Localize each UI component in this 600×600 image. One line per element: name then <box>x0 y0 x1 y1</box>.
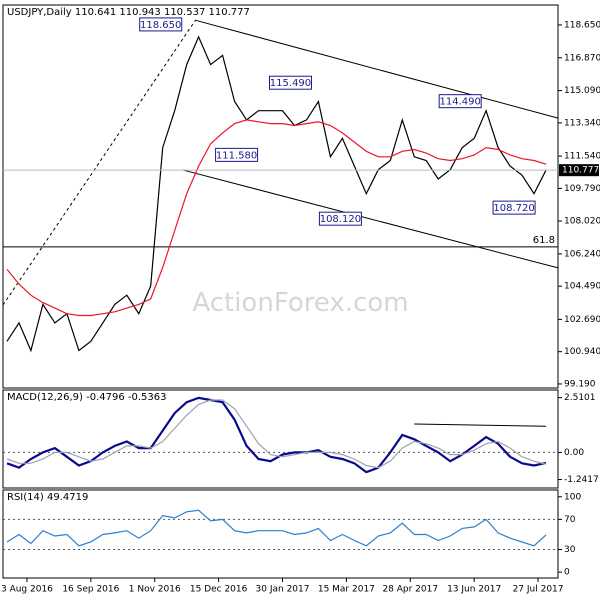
annotation-box <box>492 200 536 215</box>
series-line <box>6 399 547 469</box>
annotation-label: 111.580 <box>216 150 257 161</box>
panel-frame <box>2 389 559 489</box>
panel-title: MACD(12,26,9) -0.4796 -0.5363 <box>7 392 167 403</box>
annotation-box <box>215 147 259 162</box>
last-price-label: 110.777 <box>562 166 599 176</box>
y-tick-label: 106.240 <box>564 249 600 259</box>
x-tick-label: 27 Jul 2017 <box>513 585 564 595</box>
annotation-box <box>139 17 183 32</box>
trend-line <box>182 169 559 269</box>
trend-line <box>2 19 197 306</box>
panel-frame <box>2 489 559 579</box>
annotation-label: 115.490 <box>270 78 311 89</box>
y-tick-label: 108.020 <box>564 217 600 227</box>
annotation-box <box>268 75 312 90</box>
y-tick-label: 2.5101 <box>564 393 596 403</box>
line-label: 61.8 <box>533 235 555 246</box>
series-line <box>6 396 547 474</box>
panel-title: RSI(14) 49.4719 <box>7 492 88 503</box>
y-tick-label: -1.2417 <box>564 475 599 485</box>
panel-frame <box>2 4 559 389</box>
y-tick-label: 100 <box>564 492 581 502</box>
x-tick-label: 30 Jan 2017 <box>256 585 310 595</box>
last-price-box <box>559 164 599 177</box>
x-tick-label: 3 Aug 2016 <box>1 585 53 595</box>
annotation-label: 114.490 <box>439 97 480 108</box>
annotation-box <box>318 211 362 226</box>
y-tick-label: 109.790 <box>564 184 600 194</box>
annotation-label: 108.720 <box>493 203 534 214</box>
y-tick-label: 102.690 <box>564 315 600 325</box>
series-line <box>6 509 547 547</box>
annotation-label: 108.120 <box>320 214 361 225</box>
x-tick-label: 1 Nov 2016 <box>129 585 181 595</box>
y-tick-label: 104.490 <box>564 282 600 292</box>
y-tick-label: 111.540 <box>564 152 600 162</box>
trend-line <box>414 423 547 427</box>
x-tick-label: 16 Sep 2016 <box>62 585 119 595</box>
x-tick-label: 15 Mar 2017 <box>318 585 375 595</box>
panel-title: USDJPY,Daily 110.641 110.943 110.537 110… <box>7 7 250 18</box>
y-tick-label: 30 <box>564 545 576 555</box>
annotation-label: 118.650 <box>140 20 181 31</box>
series-line <box>6 119 547 317</box>
x-tick-label: 28 Apr 2017 <box>382 585 438 595</box>
x-tick-label: 13 Jun 2017 <box>447 585 501 595</box>
y-tick-label: 116.870 <box>564 53 600 63</box>
x-tick-label: 15 Dec 2016 <box>190 585 248 595</box>
y-tick-label: 0.00 <box>564 448 584 458</box>
y-tick-label: 113.340 <box>564 118 600 128</box>
y-tick-label: 115.090 <box>564 86 600 96</box>
y-tick-label: 118.650 <box>564 20 600 30</box>
y-tick-label: 70 <box>564 515 576 525</box>
trend-line <box>195 19 559 119</box>
series-line <box>6 35 547 353</box>
annotation-box <box>438 94 482 109</box>
watermark: ActionForex.com <box>192 288 408 318</box>
y-tick-label: 0 <box>564 568 570 578</box>
y-tick-label: 100.940 <box>564 347 600 357</box>
y-tick-label: 99.190 <box>564 379 596 389</box>
